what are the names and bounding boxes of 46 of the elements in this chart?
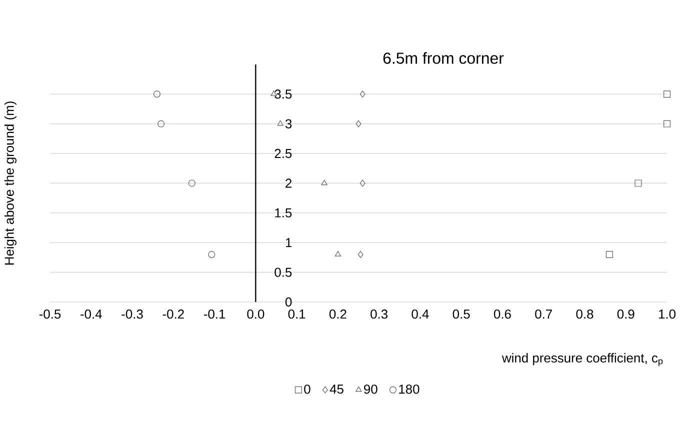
point — [606, 250, 613, 258]
point — [358, 250, 364, 258]
legend-label: 0 — [304, 384, 310, 394]
x-axis-title: wind pressure coefficient, c$_{p}$ — [502, 353, 663, 366]
y-tick-label: 1.5 — [275, 208, 292, 218]
x-tick-label: 0.4 — [412, 310, 429, 319]
x-tick-label: -0.3 — [122, 310, 143, 319]
legend-label: 180 — [399, 384, 420, 394]
x-tick-label: -0.1 — [204, 310, 226, 319]
point — [634, 180, 642, 187]
x-tick-label: 0.3 — [370, 310, 388, 319]
x-tick-label: -0.5 — [39, 310, 61, 319]
y-tick-label: 3.5 — [274, 90, 292, 99]
chart-title: 6.5m from corner — [383, 52, 504, 64]
x-tick-label: 0.0 — [247, 310, 264, 319]
x-tick-label: 0.6 — [494, 310, 511, 319]
y-tick-label: 1 — [286, 238, 292, 248]
y-tick-label: 0 — [285, 297, 292, 307]
x-tick-label: -0.4 — [80, 310, 102, 319]
point — [208, 250, 216, 258]
point — [188, 180, 196, 187]
point — [321, 180, 328, 186]
point — [153, 90, 160, 98]
y-tick-label: 0.5 — [274, 268, 292, 277]
y-tick-label: 2 — [286, 178, 292, 188]
x-tick-label: 0.8 — [576, 310, 594, 319]
point — [360, 180, 366, 187]
x-tick-label: -0.2 — [162, 310, 184, 319]
x-tick-label: 0.9 — [617, 310, 634, 319]
point — [664, 120, 670, 128]
x-tick-label: 0.5 — [452, 310, 470, 319]
point — [277, 120, 284, 126]
point — [158, 120, 165, 128]
y-axis-title: Height above the ground (m) — [4, 102, 16, 265]
x-tick-label: 0.2 — [329, 310, 346, 319]
y-tick-label: 2.5 — [274, 148, 292, 158]
x-tick-label: 1.0 — [658, 310, 676, 319]
point — [356, 120, 362, 128]
legend-label: 45 — [330, 384, 344, 394]
point — [664, 90, 670, 98]
point — [334, 250, 341, 256]
x-tick-label: 0.7 — [535, 310, 552, 319]
y-tick-label: 3 — [285, 119, 292, 128]
legend-label: 90 — [364, 384, 378, 394]
point — [360, 90, 366, 98]
x-tick-label: 0.1 — [288, 310, 306, 319]
